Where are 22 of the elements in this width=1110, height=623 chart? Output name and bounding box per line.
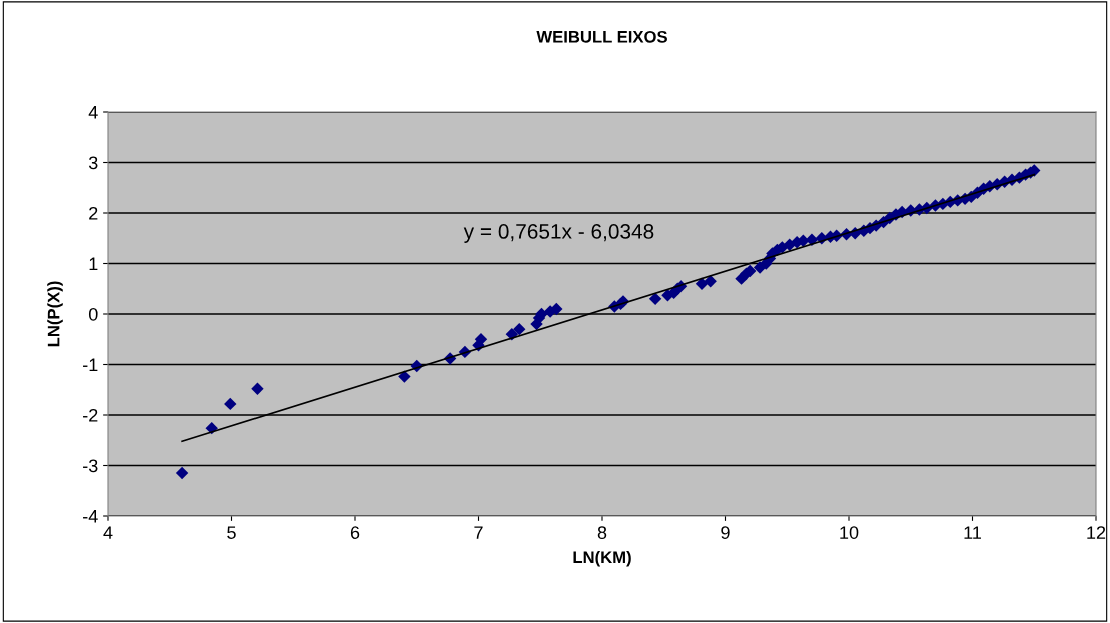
annotation: y = 0,7651x - 6,0348 [463, 224, 654, 243]
x-tick-label: 11 [964, 526, 981, 539]
x-tick-label: 8 [597, 526, 607, 539]
chart-title: WEIBULL EIXOS [536, 30, 667, 43]
y-tick-label: 0 [88, 307, 98, 321]
y-tick-label: 1 [89, 257, 98, 271]
x-tick-label: 12 [1087, 526, 1106, 539]
y-tick-label: 3 [88, 156, 98, 170]
x-tick-label: 7 [474, 526, 483, 539]
y-tick-label: -3 [83, 459, 98, 473]
y-tick-label: -1 [83, 358, 98, 372]
x-tick-label: 5 [227, 526, 236, 539]
y-tick-label: 4 [88, 106, 98, 119]
x-tick-label: 6 [350, 526, 360, 539]
x-tick-label: 10 [840, 526, 859, 539]
x-tick-label: 9 [721, 526, 730, 539]
x-axis-title: LN(KM) [573, 550, 631, 567]
y-tick-label: 2 [89, 206, 98, 220]
y-tick-label: -2 [83, 408, 98, 422]
y-tick-label: -4 [83, 510, 98, 523]
x-tick-label: 4 [103, 526, 113, 539]
y-axis-title: LN(P(X)) [47, 281, 63, 347]
